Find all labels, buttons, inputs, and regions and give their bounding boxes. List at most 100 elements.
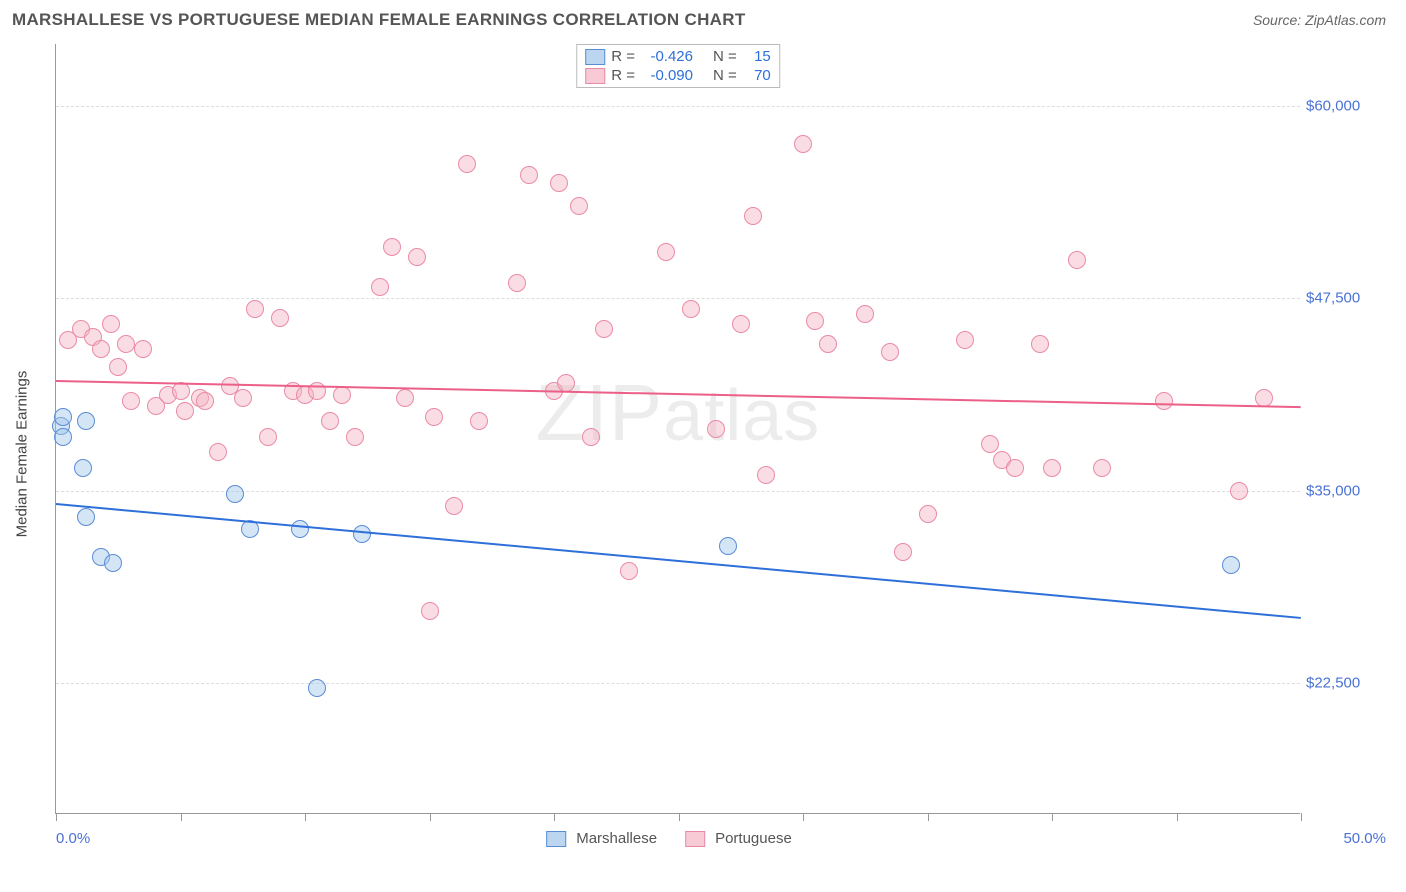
data-point-portuguese: [682, 300, 700, 318]
data-point-portuguese: [557, 374, 575, 392]
xtick: [305, 813, 306, 821]
data-point-portuguese: [109, 358, 127, 376]
data-point-marshallese: [77, 508, 95, 526]
data-point-portuguese: [819, 335, 837, 353]
gridline-h: [56, 683, 1300, 684]
ytick-label: $60,000: [1306, 97, 1386, 114]
n-label: N =: [713, 48, 737, 65]
data-point-marshallese: [54, 428, 72, 446]
xtick: [181, 813, 182, 821]
trend-line-marshallese: [56, 503, 1301, 619]
data-point-portuguese: [956, 331, 974, 349]
data-point-portuguese: [981, 435, 999, 453]
xtick: [1177, 813, 1178, 821]
data-point-portuguese: [1006, 459, 1024, 477]
yaxis-label: Median Female Earnings: [14, 371, 31, 538]
data-point-portuguese: [919, 505, 937, 523]
data-point-portuguese: [744, 207, 762, 225]
data-point-portuguese: [520, 166, 538, 184]
data-point-portuguese: [582, 428, 600, 446]
data-point-portuguese: [383, 238, 401, 256]
r-value: -0.090: [641, 67, 693, 84]
xtick: [679, 813, 680, 821]
header-bar: MARSHALLESE VS PORTUGUESE MEDIAN FEMALE …: [0, 0, 1406, 34]
data-point-portuguese: [856, 305, 874, 323]
legend-swatch: [685, 831, 705, 847]
xtick: [1052, 813, 1053, 821]
xaxis-min-label: 0.0%: [56, 830, 90, 847]
data-point-portuguese: [550, 174, 568, 192]
data-point-marshallese: [308, 679, 326, 697]
ytick-label: $35,000: [1306, 482, 1386, 499]
data-point-portuguese: [1155, 392, 1173, 410]
data-point-portuguese: [92, 340, 110, 358]
xtick: [430, 813, 431, 821]
legend-stat-row: R =-0.090N =70: [581, 66, 775, 85]
xtick: [928, 813, 929, 821]
xaxis-max-label: 50.0%: [1343, 830, 1386, 847]
data-point-portuguese: [234, 389, 252, 407]
data-point-portuguese: [620, 562, 638, 580]
data-point-portuguese: [1031, 335, 1049, 353]
data-point-portuguese: [102, 315, 120, 333]
data-point-portuguese: [508, 274, 526, 292]
data-point-portuguese: [1068, 251, 1086, 269]
data-point-portuguese: [246, 300, 264, 318]
xtick: [554, 813, 555, 821]
data-point-portuguese: [408, 248, 426, 266]
data-point-marshallese: [74, 459, 92, 477]
data-point-marshallese: [1222, 556, 1240, 574]
data-point-portuguese: [881, 343, 899, 361]
data-point-marshallese: [226, 485, 244, 503]
data-point-portuguese: [707, 420, 725, 438]
data-point-portuguese: [346, 428, 364, 446]
data-point-portuguese: [595, 320, 613, 338]
xtick: [56, 813, 57, 821]
gridline-h: [56, 106, 1300, 107]
legend-correlation-box: R =-0.426N =15R =-0.090N =70: [576, 44, 780, 88]
data-point-portuguese: [271, 309, 289, 327]
data-point-portuguese: [333, 386, 351, 404]
data-point-marshallese: [54, 408, 72, 426]
data-point-marshallese: [77, 412, 95, 430]
plot-area: ZIPatlas R =-0.426N =15R =-0.090N =70 Ma…: [55, 44, 1300, 814]
data-point-portuguese: [259, 428, 277, 446]
data-point-portuguese: [371, 278, 389, 296]
data-point-portuguese: [176, 402, 194, 420]
r-value: -0.426: [641, 48, 693, 65]
legend-swatch: [546, 831, 566, 847]
n-label: N =: [713, 67, 737, 84]
xtick: [803, 813, 804, 821]
r-label: R =: [611, 67, 635, 84]
n-value: 15: [743, 48, 771, 65]
legend-stat-row: R = -0.426 N = 15: [581, 47, 775, 66]
data-point-portuguese: [1043, 459, 1061, 477]
data-point-portuguese: [122, 392, 140, 410]
gridline-h: [56, 298, 1300, 299]
legend-swatch: [585, 68, 605, 84]
data-point-portuguese: [117, 335, 135, 353]
ytick-label: $47,500: [1306, 290, 1386, 307]
xtick: [1301, 813, 1302, 821]
data-point-portuguese: [732, 315, 750, 333]
data-point-marshallese: [291, 520, 309, 538]
data-point-portuguese: [1230, 482, 1248, 500]
data-point-portuguese: [806, 312, 824, 330]
chart-title: MARSHALLESE VS PORTUGUESE MEDIAN FEMALE …: [12, 10, 746, 30]
data-point-portuguese: [209, 443, 227, 461]
legend-swatch: [585, 49, 605, 65]
data-point-portuguese: [421, 602, 439, 620]
r-label: R =: [611, 48, 635, 65]
legend-series-label: Portuguese: [715, 830, 792, 847]
data-point-portuguese: [458, 155, 476, 173]
data-point-portuguese: [445, 497, 463, 515]
data-point-portuguese: [794, 135, 812, 153]
data-point-portuguese: [425, 408, 443, 426]
data-point-marshallese: [104, 554, 122, 572]
data-point-portuguese: [1093, 459, 1111, 477]
data-point-marshallese: [719, 537, 737, 555]
data-point-portuguese: [134, 340, 152, 358]
data-point-portuguese: [308, 382, 326, 400]
data-point-portuguese: [396, 389, 414, 407]
legend-series: MarshallesePortuguese: [546, 830, 810, 847]
